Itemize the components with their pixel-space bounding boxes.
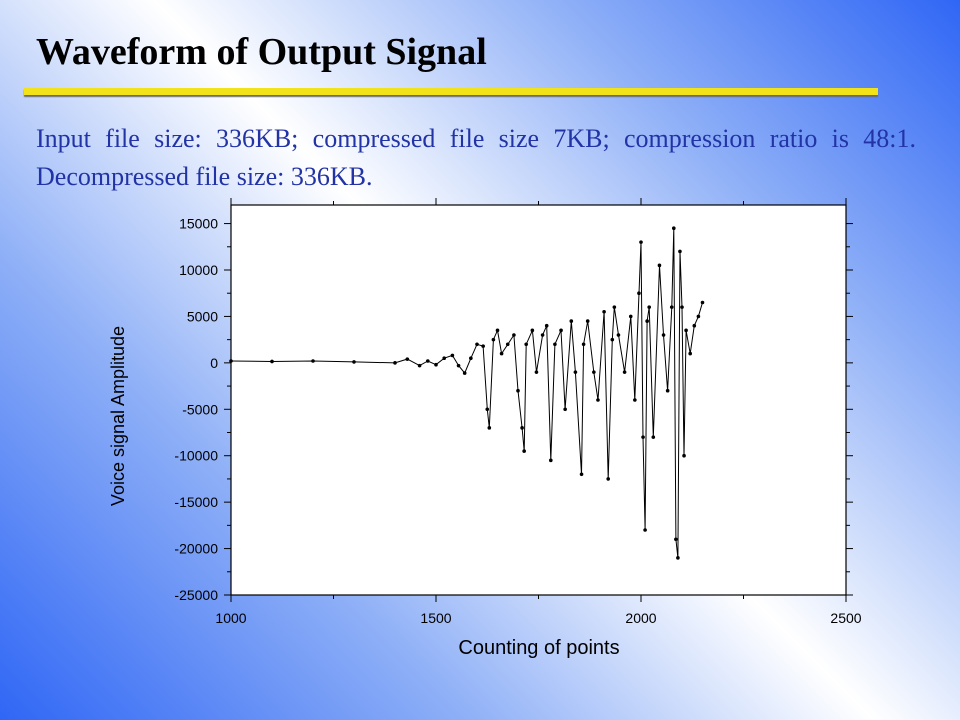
- data-point: [569, 319, 574, 323]
- data-point: [639, 240, 643, 244]
- data-point: [678, 249, 682, 254]
- x-tick-label: 1000: [215, 610, 246, 626]
- data-point: [512, 333, 516, 337]
- data-point: [405, 357, 410, 361]
- x-tick-label: 2000: [625, 610, 656, 626]
- axis-tick-labels: 1000 1500 2000 2500 15000 10000 5000 0 -5000 -100…: [174, 216, 861, 626]
- data-point: [495, 328, 500, 333]
- data-point: [540, 333, 545, 337]
- data-point: [544, 323, 549, 328]
- series-layer: [229, 226, 705, 560]
- x-axis-label: Counting of points: [458, 637, 619, 659]
- data-point: [491, 337, 496, 342]
- data-point: [469, 356, 473, 361]
- data-point: [672, 226, 676, 231]
- data-point: [606, 477, 610, 481]
- data-point: [426, 359, 430, 363]
- y-tick-label: -15000: [174, 494, 218, 510]
- y-tick-label: -5000: [182, 401, 218, 417]
- y-tick-label: 15000: [179, 216, 218, 232]
- data-point: [682, 453, 686, 458]
- data-point: [534, 370, 539, 374]
- data-point: [628, 314, 633, 319]
- data-point: [417, 363, 422, 368]
- data-point: [610, 337, 615, 342]
- data-point: [516, 388, 520, 393]
- data-point: [692, 323, 697, 328]
- data-point: [592, 370, 596, 374]
- data-point: [481, 344, 485, 348]
- data-point: [688, 351, 692, 356]
- data-point: [563, 407, 567, 412]
- data-point: [522, 449, 526, 453]
- y-tick-label: 5000: [187, 308, 218, 324]
- data-point: [270, 359, 274, 364]
- data-point: [657, 263, 662, 268]
- data-point: [645, 319, 649, 323]
- axis-ticks: [224, 198, 853, 602]
- data-point: [520, 426, 524, 430]
- slide-title: Waveform of Output Signal: [36, 31, 487, 73]
- data-point: [475, 342, 479, 347]
- data-point: [637, 291, 641, 296]
- data-point: [622, 370, 627, 374]
- data-point: [596, 398, 600, 402]
- data-point: [643, 528, 647, 532]
- data-point: [651, 435, 656, 439]
- data-point: [696, 314, 701, 319]
- x-tick-label: 2500: [830, 610, 861, 626]
- data-point: [229, 359, 233, 363]
- data-point: [647, 305, 651, 309]
- data-point: [676, 556, 680, 560]
- slide-description: Input file size: 336KB; compressed file …: [36, 124, 916, 191]
- data-point: [585, 319, 590, 323]
- data-point: [524, 342, 528, 347]
- x-tick-label: 1500: [420, 610, 451, 626]
- plot-area: [230, 204, 847, 596]
- data-point: [674, 537, 678, 542]
- data-point: [456, 363, 461, 368]
- data-point: [434, 362, 438, 367]
- data-point: [530, 328, 535, 333]
- data-point: [505, 342, 510, 347]
- data-point: [450, 353, 455, 358]
- data-point: [579, 472, 584, 477]
- data-point: [559, 328, 563, 333]
- title-underline: [24, 88, 878, 95]
- data-point: [616, 333, 621, 337]
- data-point: [549, 458, 553, 463]
- data-point: [352, 360, 356, 364]
- data-point: [442, 356, 447, 361]
- y-tick-label: -10000: [174, 448, 218, 464]
- y-tick-label: 10000: [179, 262, 218, 278]
- data-point: [633, 398, 637, 402]
- data-point: [311, 359, 315, 363]
- data-point: [612, 305, 617, 309]
- data-point: [393, 361, 397, 365]
- data-point: [581, 342, 586, 347]
- y-axis-label: Voice signal Amplitude: [108, 326, 128, 506]
- data-point: [462, 371, 467, 375]
- y-tick-label: -20000: [174, 541, 218, 557]
- data-point: [573, 370, 578, 374]
- data-point: [641, 435, 645, 439]
- data-point: [684, 328, 688, 333]
- data-point: [669, 305, 674, 309]
- data-point: [700, 300, 705, 305]
- data-point: [661, 333, 666, 337]
- y-tick-label: -25000: [174, 587, 218, 603]
- data-point: [680, 305, 684, 309]
- data-point: [602, 309, 606, 314]
- data-point: [499, 351, 504, 356]
- y-tick-label: 0: [210, 355, 218, 371]
- data-point: [553, 342, 557, 347]
- data-point: [485, 407, 490, 412]
- data-point: [487, 426, 492, 430]
- data-point: [665, 388, 670, 393]
